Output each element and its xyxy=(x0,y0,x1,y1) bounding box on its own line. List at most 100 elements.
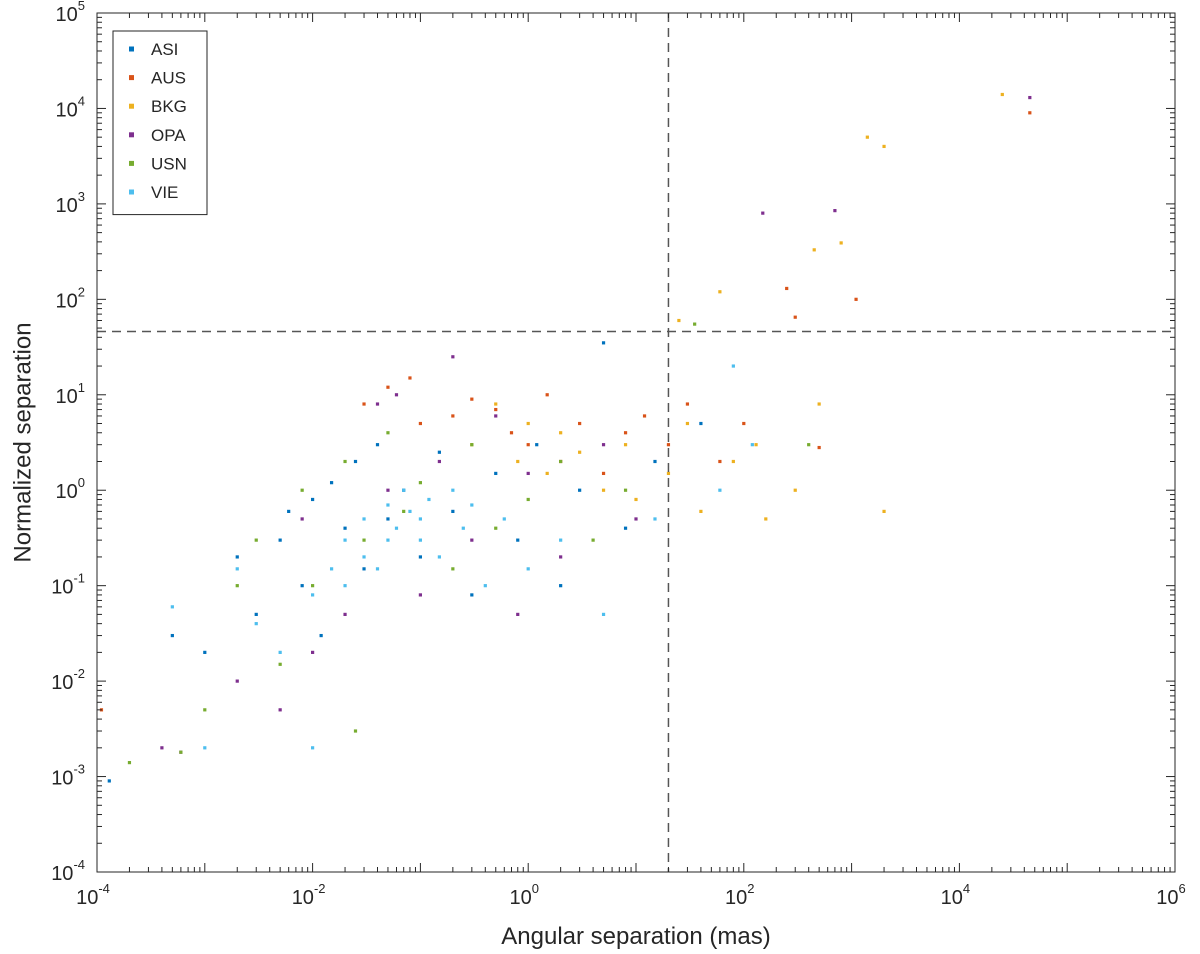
data-point-opa xyxy=(278,708,282,712)
data-point-vie xyxy=(386,538,390,542)
data-point-asi xyxy=(203,650,207,654)
data-point-asi xyxy=(375,443,380,447)
data-point-asi xyxy=(418,555,422,559)
data-point-bkg xyxy=(623,443,628,447)
data-point-usn xyxy=(343,459,347,464)
data-point-asi xyxy=(578,488,582,492)
data-point-asi xyxy=(699,421,703,426)
y-tick-label: 101 xyxy=(56,380,85,408)
data-point-usn xyxy=(693,322,697,326)
data-point-usn xyxy=(235,584,239,588)
y-tick-label: 103 xyxy=(56,189,85,217)
data-point-usn xyxy=(807,443,811,447)
data-point-opa xyxy=(634,517,638,521)
data-point-opa xyxy=(451,355,455,359)
data-point-bkg xyxy=(545,471,549,476)
data-point-aus xyxy=(470,397,474,401)
x-tick-label: 102 xyxy=(725,881,754,909)
data-point-usn xyxy=(559,459,563,464)
x-tick-label: 106 xyxy=(1156,881,1185,909)
x-tick-label: 104 xyxy=(941,881,970,909)
legend: ASI AUS BKG OPA USN VIE xyxy=(112,30,208,216)
data-point-asi xyxy=(235,555,239,559)
data-point-opa xyxy=(300,517,304,521)
data-point-usn xyxy=(254,538,258,542)
data-point-bkg xyxy=(601,488,606,492)
data-point-opa xyxy=(311,650,315,654)
data-point-asi xyxy=(437,450,441,454)
data-point-vie xyxy=(386,503,390,507)
data-point-bkg xyxy=(634,497,638,502)
data-point-aus xyxy=(509,431,514,435)
data-point-vie xyxy=(278,650,282,654)
data-point-aus xyxy=(362,402,366,406)
data-point-asi xyxy=(623,526,628,530)
data-point-bkg xyxy=(677,318,681,323)
data-point-asi xyxy=(386,517,390,521)
data-point-asi xyxy=(362,567,366,571)
legend-marker-asi xyxy=(129,46,134,52)
data-point-usn xyxy=(203,708,207,712)
data-point-aus xyxy=(793,315,797,319)
data-point-bkg xyxy=(559,431,563,435)
data-point-usn xyxy=(353,729,358,733)
data-point-aus xyxy=(817,445,821,450)
plot-frame xyxy=(96,12,1176,873)
data-point-opa xyxy=(437,459,441,464)
data-point-usn xyxy=(179,750,183,754)
data-point-asi xyxy=(653,459,657,464)
data-point-aus xyxy=(386,385,390,389)
legend-marker-bkg xyxy=(129,103,134,109)
data-point-asi xyxy=(311,497,315,502)
data-point-vie xyxy=(235,567,239,571)
data-point-opa xyxy=(160,746,164,750)
x-axis-label: Angular separation (mas) xyxy=(501,923,770,950)
data-point-usn xyxy=(362,538,366,542)
data-point-opa xyxy=(343,612,347,616)
data-point-bkg xyxy=(793,488,797,492)
data-point-vie xyxy=(483,584,487,588)
data-point-asi xyxy=(353,459,358,464)
data-point-vie xyxy=(402,488,406,492)
data-point-aus xyxy=(601,471,606,476)
data-point-opa xyxy=(494,414,498,418)
data-point-vie xyxy=(254,622,258,626)
data-points xyxy=(99,92,1032,783)
data-point-vie xyxy=(526,567,530,571)
data-point-bkg xyxy=(718,290,722,294)
data-point-usn xyxy=(386,431,390,435)
data-point-usn xyxy=(311,584,315,588)
data-point-usn xyxy=(402,509,406,513)
data-point-usn xyxy=(278,662,282,666)
data-point-vie xyxy=(311,746,315,750)
data-point-bkg xyxy=(882,509,886,513)
data-point-vie xyxy=(502,517,506,521)
data-point-bkg xyxy=(817,402,821,406)
data-point-vie xyxy=(418,517,422,521)
data-point-vie xyxy=(408,509,412,513)
data-point-vie xyxy=(451,488,455,492)
data-point-asi xyxy=(559,584,563,588)
legend-label-asi: ASI xyxy=(151,40,178,59)
data-point-aus xyxy=(545,393,549,397)
data-point-asi xyxy=(535,443,539,447)
data-point-asi xyxy=(107,779,111,783)
data-point-vie xyxy=(427,497,431,502)
data-point-usn xyxy=(591,538,595,542)
legend-label-bkg: BKG xyxy=(151,97,187,116)
data-point-asi xyxy=(254,612,258,616)
data-point-vie xyxy=(311,593,315,597)
data-point-vie xyxy=(731,364,735,368)
data-point-vie xyxy=(437,555,441,559)
data-point-bkg xyxy=(754,443,758,447)
data-point-opa xyxy=(418,593,422,597)
y-tick-label: 105 xyxy=(56,0,85,26)
data-point-vie xyxy=(343,584,347,588)
data-point-asi xyxy=(329,481,334,485)
data-point-aus xyxy=(418,421,422,426)
data-point-asi xyxy=(300,584,304,588)
data-point-vie xyxy=(362,555,366,559)
data-point-aus xyxy=(494,407,498,412)
data-point-opa xyxy=(526,471,530,476)
legend-label-aus: AUS xyxy=(151,69,186,88)
